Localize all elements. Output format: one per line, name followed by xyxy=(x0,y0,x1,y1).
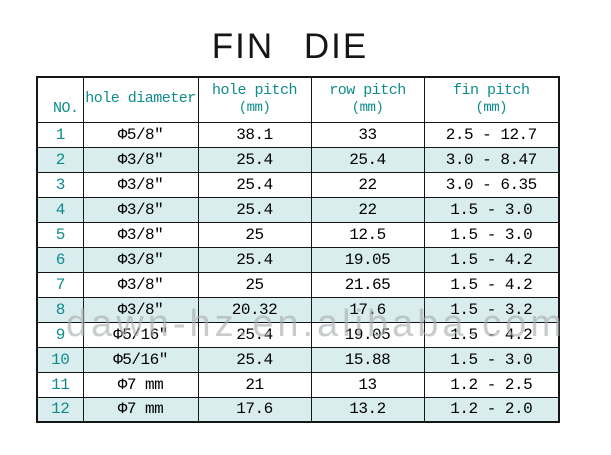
col-header-hole-pitch: hole pitch (mm) xyxy=(197,76,312,123)
cell-fin-pitch: 1.5 - 3.0 xyxy=(423,221,560,248)
cell-hole-pitch: 25.4 xyxy=(197,321,312,348)
cell-row-pitch: 19.05 xyxy=(310,321,425,348)
cell-no: 8 xyxy=(36,296,84,323)
cell-row-pitch: 22 xyxy=(310,196,425,223)
cell-hole-pitch: 25 xyxy=(197,221,312,248)
col-header-row-pitch: row pitch (mm) xyxy=(310,76,425,123)
cell-no: 12 xyxy=(36,396,84,423)
table-row: 1 Φ5/8″ 38.1 33 2.5 - 12.7 xyxy=(36,121,560,148)
table-row: 3 Φ3/8″ 25.4 22 3.0 - 6.35 xyxy=(36,171,560,198)
cell-row-pitch: 17.6 xyxy=(310,296,425,323)
cell-hole-diameter: Φ5/16″ xyxy=(82,321,199,348)
cell-hole-diameter: Φ3/8″ xyxy=(82,221,199,248)
col-header-fin-pitch-label: fin pitch xyxy=(452,81,530,99)
cell-row-pitch: 12.5 xyxy=(310,221,425,248)
cell-no: 6 xyxy=(36,246,84,273)
cell-hole-pitch: 17.6 xyxy=(197,396,312,423)
table-row: 8 Φ3/8″ 20.32 17.6 1.5 - 3.2 xyxy=(36,296,560,323)
cell-no: 7 xyxy=(36,271,84,298)
cell-row-pitch: 21.65 xyxy=(310,271,425,298)
cell-no: 10 xyxy=(36,346,84,373)
col-header-hole-pitch-unit: (mm) xyxy=(238,100,271,117)
cell-hole-diameter: Φ7 mm xyxy=(82,371,199,398)
cell-row-pitch: 19.05 xyxy=(310,246,425,273)
fin-die-table: NO. hole diameter hole pitch (mm) row pi… xyxy=(36,76,560,423)
cell-no: 9 xyxy=(36,321,84,348)
cell-row-pitch: 33 xyxy=(310,121,425,148)
col-header-hole-diameter-label: hole diameter xyxy=(85,90,196,108)
cell-hole-diameter: Φ3/8″ xyxy=(82,196,199,223)
cell-hole-pitch: 25 xyxy=(197,271,312,298)
cell-no: 4 xyxy=(36,196,84,223)
table-row: 4 Φ3/8″ 25.4 22 1.5 - 3.0 xyxy=(36,196,560,223)
cell-no: 1 xyxy=(36,121,84,148)
cell-hole-pitch: 25.4 xyxy=(197,146,312,173)
col-header-fin-pitch-unit: (mm) xyxy=(475,100,508,117)
cell-no: 5 xyxy=(36,221,84,248)
cell-fin-pitch: 1.5 - 4.2 xyxy=(423,246,560,273)
cell-fin-pitch: 1.2 - 2.0 xyxy=(423,396,560,423)
cell-hole-diameter: Φ5/8″ xyxy=(82,121,199,148)
cell-no: 3 xyxy=(36,171,84,198)
cell-row-pitch: 15.88 xyxy=(310,346,425,373)
cell-hole-pitch: 20.32 xyxy=(197,296,312,323)
cell-row-pitch: 13.2 xyxy=(310,396,425,423)
cell-row-pitch: 13 xyxy=(310,371,425,398)
col-header-hole-diameter: hole diameter xyxy=(82,76,199,123)
cell-hole-diameter: Φ3/8″ xyxy=(82,271,199,298)
col-header-row-pitch-label: row pitch xyxy=(329,81,406,99)
cell-hole-diameter: Φ3/8″ xyxy=(82,246,199,273)
cell-row-pitch: 25.4 xyxy=(310,146,425,173)
cell-fin-pitch: 3.0 - 6.35 xyxy=(423,171,560,198)
cell-fin-pitch: 1.5 - 4.2 xyxy=(423,271,560,298)
table-body: 1 Φ5/8″ 38.1 33 2.5 - 12.7 2 Φ3/8″ 25.4 … xyxy=(36,121,560,423)
col-header-fin-pitch: fin pitch (mm) xyxy=(423,76,560,123)
col-header-hole-pitch-label: hole pitch xyxy=(211,81,298,99)
table-row: 2 Φ3/8″ 25.4 25.4 3.0 - 8.47 xyxy=(36,146,560,173)
cell-fin-pitch: 3.0 - 8.47 xyxy=(423,146,560,173)
cell-hole-pitch: 25.4 xyxy=(197,246,312,273)
cell-hole-diameter: Φ3/8″ xyxy=(82,296,199,323)
cell-row-pitch: 22 xyxy=(310,171,425,198)
cell-hole-pitch: 21 xyxy=(197,371,312,398)
cell-fin-pitch: 1.5 - 3.0 xyxy=(423,346,560,373)
table-row: 6 Φ3/8″ 25.4 19.05 1.5 - 4.2 xyxy=(36,246,560,273)
table-row: 9 Φ5/16″ 25.4 19.05 1.5 - 4.2 xyxy=(36,321,560,348)
cell-fin-pitch: 1.5 - 3.0 xyxy=(423,196,560,223)
cell-hole-pitch: 25.4 xyxy=(197,171,312,198)
table-row: 11 Φ7 mm 21 13 1.2 - 2.5 xyxy=(36,371,560,398)
col-header-no-label: NO. xyxy=(52,99,79,117)
cell-hole-pitch: 38.1 xyxy=(197,121,312,148)
col-header-row-pitch-unit: (mm) xyxy=(351,100,384,117)
cell-hole-pitch: 25.4 xyxy=(197,196,312,223)
header-row: NO. hole diameter hole pitch (mm) row pi… xyxy=(36,76,560,123)
table-row: 7 Φ3/8″ 25 21.65 1.5 - 4.2 xyxy=(36,271,560,298)
table-header: NO. hole diameter hole pitch (mm) row pi… xyxy=(36,76,560,123)
cell-fin-pitch: 1.2 - 2.5 xyxy=(423,371,560,398)
table-row: 10 Φ5/16″ 25.4 15.88 1.5 - 3.0 xyxy=(36,346,560,373)
cell-hole-diameter: Φ3/8″ xyxy=(82,146,199,173)
cell-no: 2 xyxy=(36,146,84,173)
page-title: FIN DIE xyxy=(211,27,369,66)
cell-hole-diameter: Φ3/8″ xyxy=(82,171,199,198)
cell-fin-pitch: 1.5 - 4.2 xyxy=(423,321,560,348)
cell-fin-pitch: 2.5 - 12.7 xyxy=(423,121,560,148)
table-row: 5 Φ3/8″ 25 12.5 1.5 - 3.0 xyxy=(36,221,560,248)
table-row: 12 Φ7 mm 17.6 13.2 1.2 - 2.0 xyxy=(36,396,560,423)
col-header-no: NO. xyxy=(36,76,84,123)
cell-hole-pitch: 25.4 xyxy=(197,346,312,373)
cell-hole-diameter: Φ5/16″ xyxy=(82,346,199,373)
cell-fin-pitch: 1.5 - 3.2 xyxy=(423,296,560,323)
cell-hole-diameter: Φ7 mm xyxy=(82,396,199,423)
cell-no: 11 xyxy=(36,371,84,398)
